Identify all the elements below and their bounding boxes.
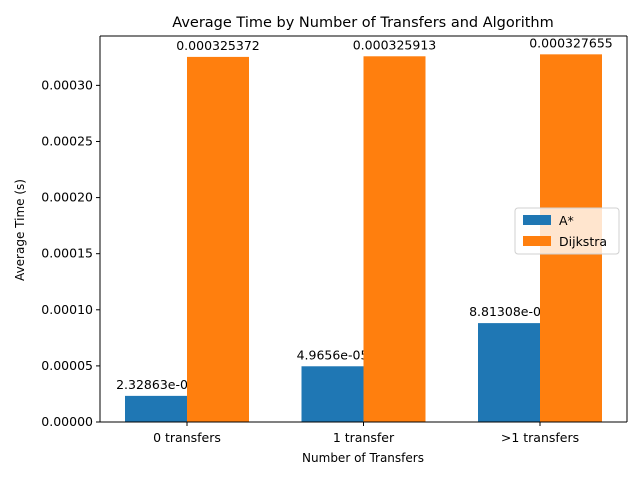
data-label: 2.32863e-05 [116,377,196,392]
y-tick-label: 0.00030 [41,77,93,92]
bar-dijkstra-1 [363,56,426,423]
bar-a-2 [478,323,540,422]
y-tick-label: 0.00020 [41,190,93,205]
x-tick-label: 1 transfer [333,430,395,445]
x-tick-label: >1 transfers [501,430,579,445]
legend: A* Dijkstra [514,207,620,255]
legend-label: Dijkstra [559,234,607,249]
data-label: 0.000327655 [529,35,613,50]
y-tick-label: 0.00015 [41,246,93,261]
data-label: 0.000325372 [176,38,260,53]
bar-a-0 [125,395,187,422]
y-tick-label: 0.00010 [41,302,93,317]
x-tick-label: 0 transfers [153,430,221,445]
chart-title: Average Time by Number of Transfers and … [172,15,553,31]
data-label: 0.000325913 [353,37,437,52]
y-tick-label: 0.00025 [41,133,93,148]
legend-swatch-a [523,215,551,225]
bar-dijkstra-0 [187,56,249,423]
x-axis-label: Number of Transfers [302,451,424,465]
y-tick-label: 0.00000 [41,414,93,429]
data-label: 8.81308e-05 [469,304,549,319]
legend-swatch-dijkstra [523,236,551,246]
bar-a-1 [301,366,364,422]
data-label: 4.9656e-05 [297,347,369,362]
y-tick-label: 0.00005 [41,358,93,373]
y-axis-label: Average Time (s) [13,179,27,281]
legend-label: A* [559,213,574,228]
